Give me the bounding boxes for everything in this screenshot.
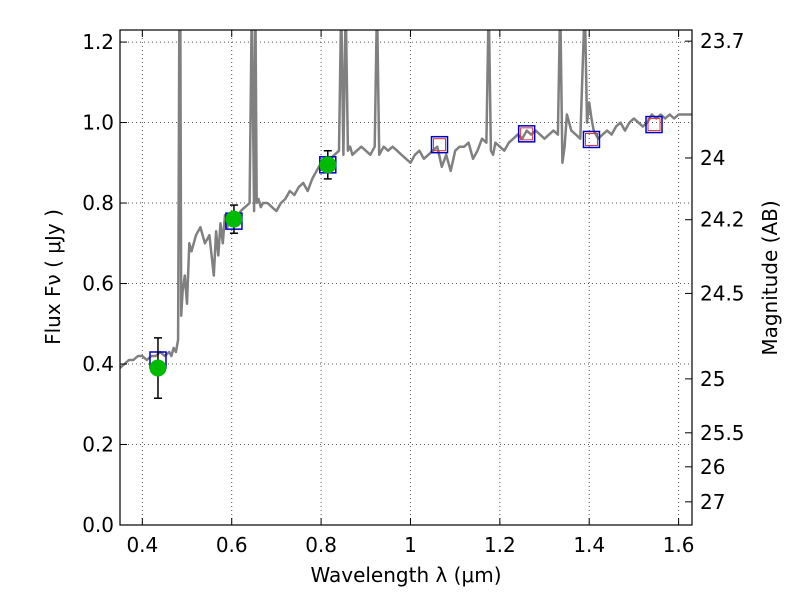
y-axis-title: Flux Fν ( μJy ): [41, 209, 65, 345]
y2-tick-label: 25.5: [700, 421, 745, 445]
y2-tick-label: 24.5: [700, 281, 745, 305]
y2-tick-label: 24.2: [700, 208, 745, 232]
observed-flux-point: [225, 210, 243, 228]
x-tick-label: 0.6: [216, 533, 248, 557]
model-spectrum-layer: [120, 30, 692, 369]
x-tick-label: 0.4: [126, 533, 158, 557]
y-tick-label: 0.4: [82, 352, 114, 376]
observed-flux-point: [319, 156, 337, 174]
synthetic-flux-marker: [517, 125, 536, 143]
y-tick-label: 1.2: [82, 30, 114, 54]
y2-tick-label: 23.7: [700, 29, 745, 53]
grid: [120, 30, 692, 526]
x-axis-title: Wavelength λ (μm): [310, 563, 501, 587]
data-points-layer: [149, 115, 663, 399]
y2-tick-label: 27: [700, 490, 725, 514]
fit-flux-marker: [647, 118, 661, 132]
y-tick-label: 0.2: [82, 433, 114, 457]
y-tick-label: 0.0: [82, 513, 114, 537]
synthetic-flux-marker: [430, 135, 449, 154]
x-tick-label: 1: [404, 533, 417, 557]
fit-flux-marker: [520, 127, 534, 141]
y2-tick-label: 24: [700, 146, 725, 170]
y-tick-label: 0.6: [82, 272, 114, 296]
x-tick-label: 1.4: [573, 533, 605, 557]
y2-tick-label: 25: [700, 367, 725, 391]
observed-flux-point: [149, 359, 167, 377]
synthetic-flux-marker: [645, 115, 663, 134]
x-tick-label: 0.8: [305, 533, 337, 557]
x-tick-label: 1.2: [484, 533, 516, 557]
y-tick-label: 1.0: [82, 111, 114, 135]
y-tick-label: 0.8: [82, 191, 114, 215]
axis-ticks: 0.4 0.6 0.8 1 1.2 1.4 1.6 0.0 0.2 0.4 0.6 0.8 1.0 1.2…: [82, 29, 744, 557]
fit-flux-marker: [584, 132, 598, 146]
fit-flux-marker: [433, 138, 447, 152]
x-tick-label: 1.6: [663, 533, 695, 557]
model-spectrum-line: [120, 30, 692, 369]
y2-axis-title: Magnitude (AB): [758, 200, 782, 355]
plot-frame: [119, 29, 693, 526]
synthetic-flux-marker: [582, 130, 601, 149]
y2-tick-label: 26: [700, 455, 725, 479]
